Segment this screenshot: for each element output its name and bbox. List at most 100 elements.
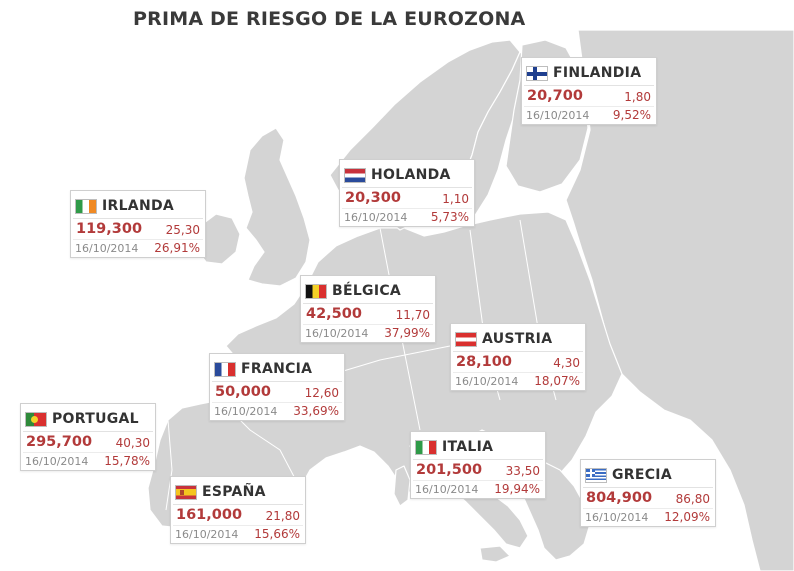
date-label: 16/10/2014 [214,405,278,418]
card-header: GRECIA [585,465,711,485]
card-header: AUSTRIA [455,329,581,349]
country-name: FINLANDIA [553,65,642,81]
france-flag-icon [214,361,236,377]
date-label: 16/10/2014 [344,211,408,224]
percent-value: 15,78% [104,454,150,468]
date-label: 16/10/2014 [175,528,239,541]
divider [173,525,303,526]
percent-value: 12,09% [664,510,710,524]
divider [453,351,583,352]
card-header: FINLANDIA [526,63,652,83]
austria-flag-icon [455,331,477,347]
prima-value: 119,300 [76,221,143,237]
finland-flag-icon [526,65,548,81]
country-name: AUSTRIA [482,331,553,347]
prima-value: 295,700 [26,434,93,450]
divider [342,208,472,209]
card-header: BÉLGICA [305,281,431,301]
country-card-belgica[interactable]: BÉLGICA 42,500 11,70 16/10/2014 37,99% [300,275,436,343]
prima-value: 42,500 [306,306,362,322]
divider [212,381,342,382]
country-name: FRANCIA [241,361,313,377]
percent-value: 9,52% [612,108,651,122]
divider [413,480,543,481]
variation-value: 12,60 [304,386,339,400]
portugal-flag-icon [25,411,47,427]
greece-flag-icon [585,467,607,483]
divider [212,402,342,403]
variation-value: 4,30 [553,356,580,370]
date-label: 16/10/2014 [25,455,89,468]
country-card-holanda[interactable]: HOLANDA 20,300 1,10 16/10/2014 5,73% [339,159,475,227]
card-header: IRLANDA [75,196,201,216]
date-label: 16/10/2014 [585,511,649,524]
ireland-flag-icon [75,198,97,214]
prima-value: 201,500 [416,462,483,478]
divider [303,324,433,325]
divider [23,431,153,432]
date-label: 16/10/2014 [415,483,479,496]
prima-value: 20,700 [527,88,583,104]
date-label: 16/10/2014 [305,327,369,340]
country-name: ITALIA [442,439,494,455]
country-card-irlanda[interactable]: IRLANDA 119,300 25,30 16/10/2014 26,91% [70,190,206,258]
variation-value: 33,50 [505,464,540,478]
percent-value: 33,69% [293,404,339,418]
divider [342,187,472,188]
variation-value: 11,70 [395,308,430,322]
card-header: ITALIA [415,437,541,457]
country-name: IRLANDA [102,198,175,214]
card-header: FRANCIA [214,359,340,379]
percent-value: 37,99% [384,326,430,340]
percent-value: 5,73% [430,210,469,224]
percent-value: 15,66% [254,527,300,541]
date-label: 16/10/2014 [526,109,590,122]
divider [73,239,203,240]
country-card-francia[interactable]: FRANCIA 50,000 12,60 16/10/2014 33,69% [209,353,345,421]
country-card-italia[interactable]: ITALIA 201,500 33,50 16/10/2014 19,94% [410,431,546,499]
divider [453,372,583,373]
date-label: 16/10/2014 [75,242,139,255]
netherlands-flag-icon [344,167,366,183]
divider [173,504,303,505]
divider [583,508,713,509]
variation-value: 40,30 [115,436,150,450]
country-card-espana[interactable]: ESPAÑA 161,000 21,80 16/10/2014 15,66% [170,476,306,544]
card-header: PORTUGAL [25,409,151,429]
country-card-portugal[interactable]: PORTUGAL 295,700 40,30 16/10/2014 15,78% [20,403,156,471]
divider [303,303,433,304]
prima-value: 50,000 [215,384,271,400]
divider [524,106,654,107]
card-header: HOLANDA [344,165,470,185]
sicily-landmass [479,545,511,563]
variation-value: 86,80 [675,492,710,506]
country-name: ESPAÑA [202,484,266,500]
prima-value: 20,300 [345,190,401,206]
prima-value: 161,000 [176,507,243,523]
variation-value: 1,10 [442,192,469,206]
divider [524,85,654,86]
country-card-finlandia[interactable]: FINLANDIA 20,700 1,80 16/10/2014 9,52% [521,57,657,125]
country-name: PORTUGAL [52,411,139,427]
country-name: BÉLGICA [332,283,402,299]
country-name: GRECIA [612,467,672,483]
card-header: ESPAÑA [175,482,301,502]
prima-value: 28,100 [456,354,512,370]
divider [73,218,203,219]
variation-value: 1,80 [624,90,651,104]
percent-value: 19,94% [494,482,540,496]
date-label: 16/10/2014 [455,375,519,388]
italy-flag-icon [415,439,437,455]
prima-value: 804,900 [586,490,653,506]
country-card-austria[interactable]: AUSTRIA 28,100 4,30 16/10/2014 18,07% [450,323,586,391]
variation-value: 25,30 [165,223,200,237]
country-card-grecia[interactable]: GRECIA 804,900 86,80 16/10/2014 12,09% [580,459,716,527]
page-title: PRIMA DE RIESGO DE LA EUROZONA [133,8,526,30]
percent-value: 26,91% [154,241,200,255]
spain-flag-icon [175,484,197,500]
divider [583,487,713,488]
divider [413,459,543,460]
great-britain-landmass [243,127,311,287]
percent-value: 18,07% [534,374,580,388]
variation-value: 21,80 [265,509,300,523]
